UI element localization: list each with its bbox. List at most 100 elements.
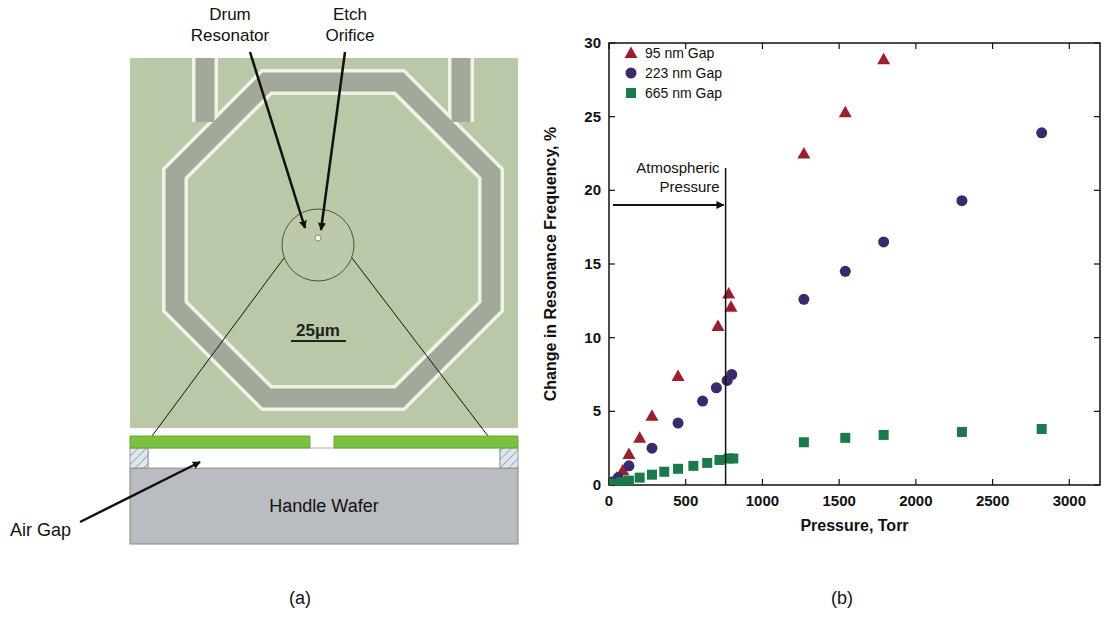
y-tick-right (1094, 484, 1100, 485)
legend-label: 665 nm Gap (645, 85, 722, 101)
annotation-label-line: Atmospheric (636, 159, 720, 176)
marker-circle (798, 294, 809, 305)
panel-a: 25µmDrumResonatorEtchOrificeHandle Wafer… (10, 5, 518, 608)
orifice (315, 235, 321, 241)
drum-arrow (250, 52, 305, 228)
marker-circle (711, 382, 722, 393)
x-tick (992, 479, 993, 485)
y-tick-label: 15 (584, 255, 601, 272)
micrograph (130, 58, 518, 428)
x-tick-label: 1500 (822, 492, 855, 509)
y-tick-label: 20 (584, 181, 601, 198)
panel-label: (b) (831, 588, 853, 608)
series (609, 127, 1047, 485)
x-tick-top (839, 43, 840, 49)
y-tick-right (1094, 337, 1100, 338)
x-axis-title: Pressure, Torr (800, 517, 908, 534)
handle-wafer (130, 468, 518, 544)
x-tick-top (1069, 43, 1070, 49)
x-tick-label: 3000 (1053, 492, 1086, 509)
marker-triangle (722, 287, 735, 299)
x-tick (1069, 479, 1070, 485)
membrane-left (130, 436, 310, 448)
pillar-left (130, 448, 148, 468)
marker-triangle (711, 319, 724, 331)
data-points (609, 53, 1047, 485)
marker-circle (646, 443, 657, 454)
plot-frame (609, 43, 1100, 485)
marker-triangle (797, 147, 810, 159)
legend-label: 223 nm Gap (645, 65, 722, 81)
marker-square (840, 433, 850, 443)
etch-orifice-label-line: Orifice (325, 26, 374, 45)
air-gap (148, 448, 500, 468)
y-tick (609, 116, 615, 117)
x-tick-label: 2500 (976, 492, 1009, 509)
y-tick-label: 5 (593, 402, 601, 419)
series (609, 424, 1047, 485)
zoom-line-right (352, 258, 488, 436)
marker-triangle (672, 369, 685, 381)
marker-square (647, 470, 657, 480)
y-tick (609, 337, 615, 338)
x-tick-top (915, 43, 916, 49)
zoom-line-left (152, 258, 284, 436)
marker-triangle (645, 409, 658, 421)
marker-circle (697, 396, 708, 407)
marker-square (714, 455, 724, 465)
series (609, 53, 890, 485)
orifice-arrow (321, 52, 345, 230)
drum-resonator-label: DrumResonator (191, 5, 270, 45)
y-axis-title: Change in Resonance Frequency, % (542, 127, 559, 401)
air-gap-label: Air Gap (10, 520, 71, 540)
air-gap-arrow (80, 462, 200, 522)
x-tick (915, 479, 916, 485)
y-tick (609, 263, 615, 264)
electrode (175, 58, 491, 398)
y-tick-right (1094, 42, 1100, 43)
marker-square (626, 88, 636, 98)
marker-square (624, 476, 634, 485)
y-tick-label: 25 (584, 108, 601, 125)
annotation-label-line: Pressure (660, 178, 720, 195)
marker-square (799, 437, 809, 447)
y-tick (609, 190, 615, 191)
marker-circle (956, 195, 967, 206)
marker-triangle (633, 431, 646, 443)
marker-square (635, 473, 645, 483)
drum (282, 209, 354, 281)
y-tick (609, 42, 615, 43)
drum-resonator-label-line: Drum (209, 5, 251, 24)
marker-triangle (724, 300, 737, 312)
legend-label: 95 nm Gap (645, 45, 714, 61)
x-tick-label: 500 (673, 492, 698, 509)
figure: 25µmDrumResonatorEtchOrificeHandle Wafer… (0, 0, 1118, 622)
etch-orifice-label-line: Etch (333, 5, 367, 24)
etch-orifice-label: Etch Orifice (325, 5, 374, 45)
marker-triangle (877, 53, 890, 65)
x-tick-label: 1000 (746, 492, 779, 509)
marker-square (728, 453, 738, 463)
panel-b: 050010001500200025003000051015202530Pres… (542, 34, 1100, 608)
marker-triangle (622, 448, 635, 460)
marker-square (659, 467, 669, 477)
x-tick (762, 479, 763, 485)
annotation-label: Atmospheric Pressure (636, 159, 720, 195)
scale-bar (291, 340, 346, 342)
marker-square (879, 430, 889, 440)
marker-circle (726, 369, 737, 380)
panel-label: (a) (289, 588, 311, 608)
annotation-line (725, 168, 727, 485)
y-tick-label: 10 (584, 329, 601, 346)
marker-circle (623, 460, 634, 471)
x-tick-label: 0 (605, 492, 613, 509)
pillar-right (500, 448, 518, 468)
marker-triangle (839, 106, 852, 118)
marker-square (1037, 424, 1047, 434)
annotation-arrow (613, 204, 724, 206)
scale-bar-label: 25µm (296, 321, 340, 340)
marker-circle (1036, 127, 1047, 138)
y-tick (609, 411, 615, 412)
y-tick-right (1094, 411, 1100, 412)
x-tick-label: 2000 (899, 492, 932, 509)
